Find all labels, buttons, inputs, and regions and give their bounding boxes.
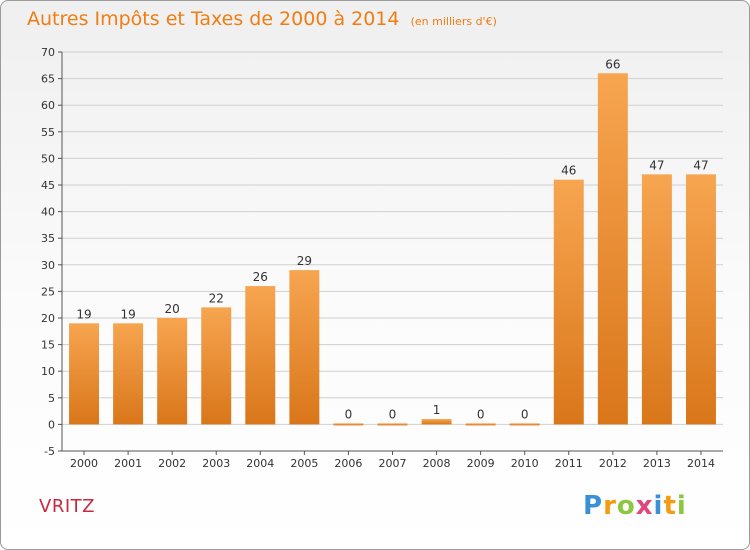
bar-value-label: 1 — [433, 403, 441, 417]
y-tick-label: 35 — [41, 232, 55, 245]
bar-value-label: 19 — [76, 307, 91, 321]
chart-subtitle: (en milliers d'€) — [410, 15, 497, 28]
bar — [69, 323, 100, 425]
x-tick-label: 2004 — [246, 457, 274, 470]
y-tick-label: 10 — [41, 365, 55, 378]
y-tick-label: 65 — [41, 73, 55, 86]
logo-letter: x — [635, 491, 654, 521]
commune-name: VRITZ — [39, 496, 95, 517]
chart-title-row: Autres Impôts et Taxes de 2000 à 2014 (e… — [27, 8, 497, 30]
bar — [641, 174, 672, 425]
bar — [465, 423, 496, 426]
bar — [509, 423, 540, 426]
label-layer: 19 19 20 22 26 29 0 0 1 0 0 46 66 47 47 — [76, 57, 708, 421]
bar-value-label: 20 — [165, 302, 180, 316]
x-tick-label: 2002 — [158, 457, 186, 470]
bar-value-label: 47 — [649, 158, 664, 172]
x-tick-label: 2007 — [379, 457, 407, 470]
x-tick-label: 2014 — [687, 457, 715, 470]
bar-value-label: 26 — [253, 270, 268, 284]
x-tick-label: 2000 — [70, 457, 98, 470]
logo-letter: P — [583, 491, 604, 521]
y-tick-label: 15 — [41, 339, 55, 352]
proxiti-logo: Proxiti — [583, 491, 687, 521]
y-tick-label: 30 — [41, 259, 55, 272]
x-tick-label: 2012 — [599, 457, 627, 470]
x-tick-label: 2006 — [334, 457, 362, 470]
bar-value-label: 47 — [693, 158, 708, 172]
logo-letter: i — [676, 491, 687, 521]
y-tick-label: 25 — [41, 285, 55, 298]
x-tick-label: 2011 — [555, 457, 583, 470]
y-tick-label: 0 — [48, 418, 55, 431]
logo-letter: i — [653, 491, 664, 521]
bar-value-label: 0 — [389, 407, 397, 421]
bar-value-label: 22 — [209, 291, 224, 305]
y-tick-label: 5 — [48, 392, 55, 405]
bar — [597, 73, 628, 425]
y-tick-label: -5 — [44, 445, 55, 458]
x-tick-label: 2013 — [643, 457, 671, 470]
bar — [113, 323, 144, 425]
logo-letter: r — [603, 491, 617, 521]
bar — [245, 286, 276, 425]
bar-value-label: 0 — [521, 407, 529, 421]
logo-letter: o — [616, 491, 636, 521]
y-tick-label: 40 — [41, 206, 55, 219]
bar-value-label: 29 — [297, 254, 312, 268]
bar — [289, 270, 320, 425]
chart-title: Autres Impôts et Taxes de 2000 à 2014 — [27, 8, 400, 30]
x-tick-label: 2001 — [114, 457, 142, 470]
bar — [553, 179, 584, 425]
bar-value-label: 46 — [561, 164, 576, 178]
y-tick-label: 70 — [41, 46, 55, 59]
x-tick-label: 2008 — [423, 457, 451, 470]
y-tick-label: 45 — [41, 179, 55, 192]
x-tick-label: 2010 — [511, 457, 539, 470]
bar-value-label: 0 — [477, 407, 485, 421]
bar-value-label: 66 — [605, 57, 620, 71]
bar-layer — [69, 73, 716, 426]
y-tick-label: 50 — [41, 152, 55, 165]
bar — [157, 318, 188, 425]
bar-value-label: 0 — [345, 407, 353, 421]
bar — [685, 174, 716, 425]
x-tick-label: 2009 — [467, 457, 495, 470]
logo-letter: t — [663, 491, 677, 521]
bar — [201, 307, 232, 425]
y-tick-label: 20 — [41, 312, 55, 325]
y-tick-label: 60 — [41, 99, 55, 112]
x-tick-label: 2003 — [202, 457, 230, 470]
x-tick-label: 2005 — [290, 457, 318, 470]
bar-value-label: 19 — [120, 307, 135, 321]
bar — [333, 423, 364, 426]
y-tick-label: 55 — [41, 126, 55, 139]
bar — [377, 423, 408, 426]
bar — [421, 419, 452, 425]
